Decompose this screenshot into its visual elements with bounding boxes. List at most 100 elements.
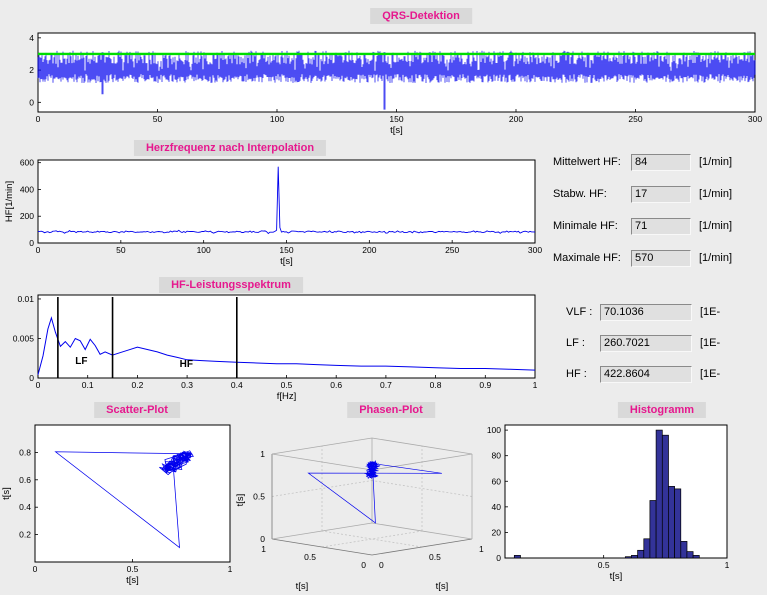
stat-unit-max-hr: [1/min]	[699, 252, 733, 264]
stat-row-min-hr: Minimale HF: 71 [1/min]	[553, 217, 732, 235]
histogram-bar	[674, 488, 682, 559]
panel-title-phase: Phasen-Plot	[347, 402, 435, 418]
stat-unit-min-hr: [1/min]	[699, 220, 733, 232]
svg-text:0: 0	[36, 245, 41, 255]
stat-label-mean-hr: Mittelwert HF:	[553, 156, 621, 168]
histogram-bar	[624, 556, 632, 559]
histogram-bar	[637, 549, 645, 559]
svg-text:50: 50	[116, 245, 126, 255]
svg-text:0.5: 0.5	[429, 552, 441, 562]
svg-text:0.2: 0.2	[131, 380, 143, 390]
poincare-trajectory	[54, 450, 194, 549]
histogram-bar	[513, 555, 521, 559]
svg-text:t[s]: t[s]	[610, 571, 623, 582]
stat-label-vlf: VLF :	[566, 306, 593, 318]
scatter-plot: 0 0.5 1 0.2 0.4 0.6 0.8 t[s] t[s]	[1, 424, 233, 586]
svg-text:0.7: 0.7	[380, 380, 392, 390]
stat-label-hf: HF :	[566, 368, 587, 380]
svg-text:0.5: 0.5	[281, 380, 293, 390]
svg-text:1: 1	[260, 449, 265, 459]
histogram-bar	[680, 541, 688, 559]
svg-text:0.005: 0.005	[13, 333, 35, 343]
phase-plot-3d: 0 0 0 0.5 0.5 0.5 1 1 1 t[s] t[s] t[s]	[235, 437, 484, 592]
stat-field-vlf[interactable]: 70.1036	[600, 303, 692, 321]
svg-text:0.5: 0.5	[304, 552, 316, 562]
svg-text:100: 100	[270, 114, 284, 124]
svg-text:0.5: 0.5	[253, 492, 265, 502]
svg-text:t[s]: t[s]	[126, 575, 139, 586]
svg-text:60: 60	[492, 476, 502, 486]
panel-title-histogram: Histogramm	[617, 402, 707, 418]
stat-field-min-hr[interactable]: 71	[631, 217, 691, 235]
phase-xlabel: t[s]	[296, 581, 309, 592]
stat-row-std-hr: Stabw. HF: 17 [1/min]	[553, 185, 732, 203]
stat-unit-std-hr: [1/min]	[699, 188, 733, 200]
svg-text:0.5: 0.5	[598, 560, 610, 570]
svg-text:4: 4	[29, 33, 34, 43]
svg-text:300: 300	[748, 114, 762, 124]
svg-text:0.8: 0.8	[19, 447, 31, 457]
stat-label-std-hr: Stabw. HF:	[553, 188, 607, 200]
panel-title-spectrum: HF-Leistungsspektrum	[159, 277, 303, 293]
heart-rate-trace	[37, 166, 536, 235]
svg-text:0: 0	[36, 114, 41, 124]
phase-ylabel: t[s]	[436, 581, 449, 592]
stat-field-hf[interactable]: 422.8604	[600, 365, 692, 383]
histogram-bar	[692, 555, 700, 559]
svg-text:40: 40	[492, 502, 502, 512]
power-spectrum-plot: 0 0.1 0.2 0.3 0.4 0.5 0.6 0.7 0.8 0.9 1 0 0.005 0.01 f…	[13, 294, 538, 402]
svg-text:0.8: 0.8	[430, 380, 442, 390]
stat-field-mean-hr[interactable]: 84	[631, 153, 691, 171]
svg-text:0: 0	[379, 560, 384, 570]
svg-text:0.6: 0.6	[330, 380, 342, 390]
phase-trajectory	[307, 459, 442, 524]
svg-text:1: 1	[261, 544, 266, 554]
svg-text:150: 150	[389, 114, 403, 124]
svg-text:0: 0	[29, 373, 34, 383]
svg-text:200: 200	[509, 114, 523, 124]
svg-text:20: 20	[492, 527, 502, 537]
band-label-lf: LF	[75, 356, 87, 367]
stat-label-min-hr: Minimale HF:	[553, 220, 618, 232]
histogram-bar	[686, 551, 694, 559]
svg-text:50: 50	[153, 114, 163, 124]
svg-text:0: 0	[29, 238, 34, 248]
svg-text:HF[1/min]: HF[1/min]	[4, 181, 15, 222]
svg-text:1: 1	[725, 560, 730, 570]
stat-field-std-hr[interactable]: 17	[631, 185, 691, 203]
panel-title-heartrate: Herzfrequenz nach Interpolation	[133, 140, 327, 156]
svg-text:0: 0	[29, 97, 34, 107]
heart-rate-plot: 0 50 100 150 200 250 300 0 200 400 600 t[s] HF[1/min…	[4, 158, 542, 267]
ecg-signal-trace	[37, 50, 756, 110]
svg-text:100: 100	[197, 245, 211, 255]
stat-row-hf: HF : 422.8604 [1E-	[566, 365, 720, 383]
stat-label-lf: LF :	[566, 337, 585, 349]
stat-label-max-hr: Maximale HF:	[553, 252, 621, 264]
stat-field-max-hr[interactable]: 570	[631, 249, 691, 267]
svg-text:t[s]: t[s]	[1, 487, 12, 500]
stat-row-max-hr: Maximale HF: 570 [1/min]	[553, 249, 732, 267]
svg-text:2: 2	[29, 65, 34, 75]
stat-unit-lf: [1E-	[700, 337, 721, 349]
svg-text:0: 0	[496, 553, 501, 563]
svg-text:1: 1	[228, 564, 233, 574]
svg-text:1: 1	[479, 544, 484, 554]
histogram-bar	[661, 434, 669, 559]
power-spectrum-trace	[37, 316, 536, 375]
histogram-bar	[668, 486, 675, 559]
stat-row-vlf: VLF : 70.1036 [1E-	[566, 303, 720, 321]
svg-text:80: 80	[492, 451, 502, 461]
svg-text:0.9: 0.9	[479, 380, 491, 390]
stat-unit-mean-hr: [1/min]	[699, 156, 733, 168]
stat-unit-vlf: [1E-	[700, 306, 721, 318]
histogram-bar	[643, 538, 651, 559]
band-label-hf: HF	[180, 359, 193, 370]
svg-text:t[s]: t[s]	[280, 256, 293, 267]
svg-text:150: 150	[279, 245, 293, 255]
svg-text:250: 250	[628, 114, 642, 124]
svg-text:0.1: 0.1	[82, 380, 94, 390]
panel-title-scatter: Scatter-Plot	[94, 402, 180, 418]
svg-text:0.4: 0.4	[19, 502, 31, 512]
stat-field-lf[interactable]: 260.7021	[600, 334, 692, 352]
